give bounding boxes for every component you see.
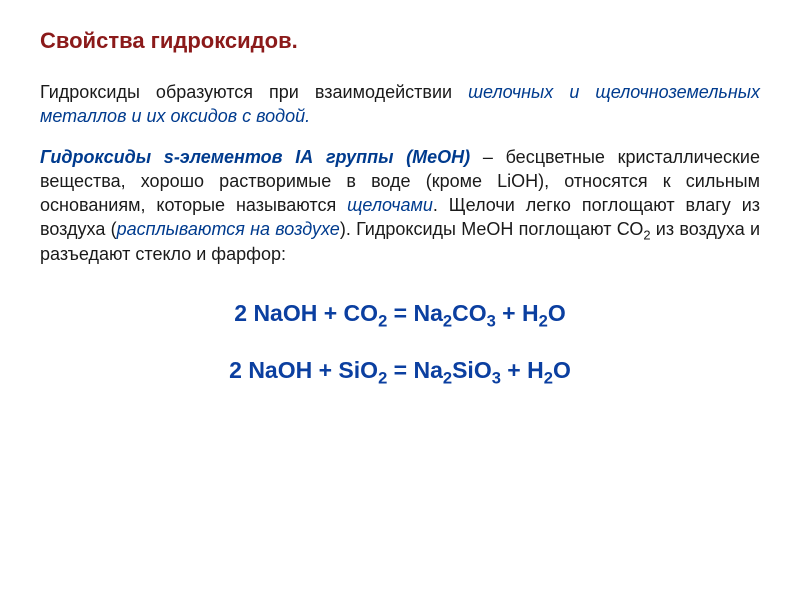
- p2-lead: Гидроксиды s-элементов IА группы (МеОН): [40, 147, 470, 167]
- eq2-e: O: [553, 357, 571, 383]
- paragraph-2: Гидроксиды s-элементов IА группы (МеОН) …: [40, 145, 760, 266]
- p1-pre: Гидроксиды образуются при взаимодействии: [40, 82, 468, 102]
- eq2-s2: 2: [443, 369, 452, 388]
- eq1-c: CO: [452, 300, 487, 326]
- equation-2: 2 NaOH + SiO2 = Na2SiO3 + H2O: [40, 357, 760, 384]
- eq2-d: + H: [501, 357, 544, 383]
- eq1-s2: 2: [443, 312, 452, 331]
- eq1-d: + H: [496, 300, 539, 326]
- eq2-c: SiO: [452, 357, 492, 383]
- equation-1: 2 NaOH + CO2 = Na2CO3 + H2O: [40, 300, 760, 327]
- p2-dash: –: [470, 147, 505, 167]
- eq2-b: = Na: [387, 357, 443, 383]
- eq1-s4: 2: [539, 312, 548, 331]
- p2-body-c: ). Гидроксиды МеОН поглощают СО: [340, 219, 644, 239]
- eq1-s3: 3: [487, 312, 496, 331]
- p2-em2: расплываются на воздухе: [117, 219, 340, 239]
- p2-em1: щелочами: [347, 195, 433, 215]
- eq1-s1: 2: [378, 312, 387, 331]
- eq2-a: 2 NaOH + SiO: [229, 357, 378, 383]
- eq1-a: 2 NaOH + CO: [234, 300, 378, 326]
- eq2-s3: 3: [492, 369, 501, 388]
- eq2-s4: 2: [544, 369, 553, 388]
- eq1-e: O: [548, 300, 566, 326]
- paragraph-1: Гидроксиды образуются при взаимодействии…: [40, 80, 760, 129]
- slide-title: Свойства гидроксидов.: [40, 28, 760, 54]
- equations-block: 2 NaOH + CO2 = Na2CO3 + H2O 2 NaOH + SiO…: [40, 300, 760, 384]
- p2-sub-co2: 2: [643, 228, 650, 243]
- eq1-b: = Na: [387, 300, 443, 326]
- eq2-s1: 2: [378, 369, 387, 388]
